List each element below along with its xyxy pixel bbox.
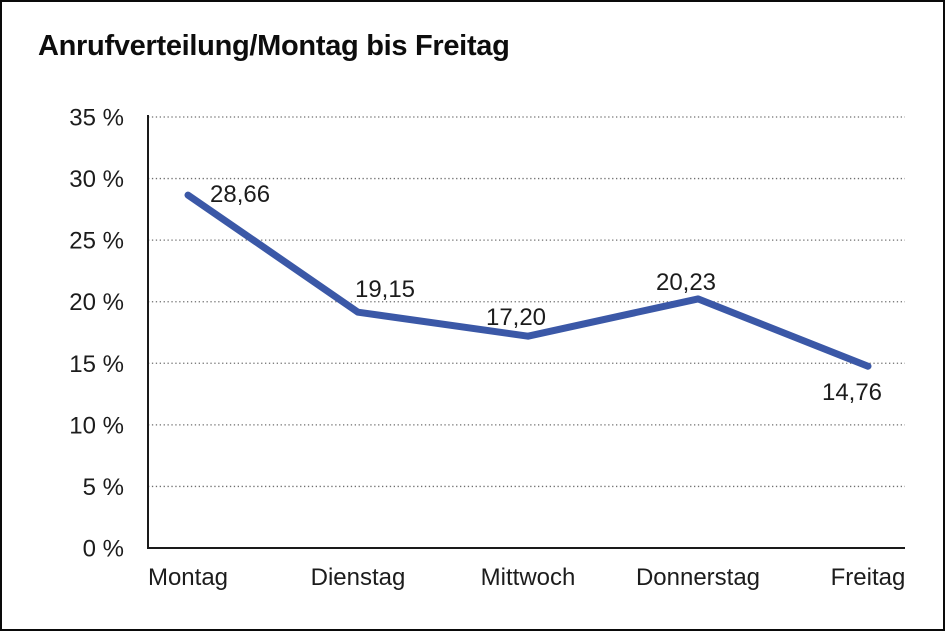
x-axis-label-dienstag: Dienstag bbox=[311, 564, 406, 591]
y-axis-tick-label: 10 % bbox=[69, 412, 124, 439]
data-point-label-donnerstag: 20,23 bbox=[656, 269, 716, 296]
data-series-line bbox=[184, 191, 872, 370]
y-axis-tick-label: 35 % bbox=[69, 105, 124, 132]
y-axis-tick-label: 0 % bbox=[83, 536, 124, 563]
data-point-label-freitag: 14,76 bbox=[822, 379, 882, 406]
y-axis-tick-label: 30 % bbox=[69, 166, 124, 193]
data-point-label-mittwoch: 17,20 bbox=[486, 304, 546, 331]
y-axis-tick-label: 15 % bbox=[69, 351, 124, 378]
x-axis-label-freitag: Freitag bbox=[831, 564, 906, 591]
y-axis-tick-label: 25 % bbox=[69, 228, 124, 255]
x-axis-label-donnerstag: Donnerstag bbox=[636, 564, 760, 591]
data-point-label-dienstag: 19,15 bbox=[355, 276, 415, 303]
y-axis-tick-label: 20 % bbox=[69, 289, 124, 316]
chart-title: Anrufverteilung/Montag bis Freitag bbox=[38, 30, 510, 62]
y-axis-tick-label: 5 % bbox=[83, 474, 124, 501]
x-axis-label-montag: Montag bbox=[148, 564, 228, 591]
x-axis-label-mittwoch: Mittwoch bbox=[481, 564, 576, 591]
data-point-label-montag: 28,66 bbox=[210, 181, 270, 208]
